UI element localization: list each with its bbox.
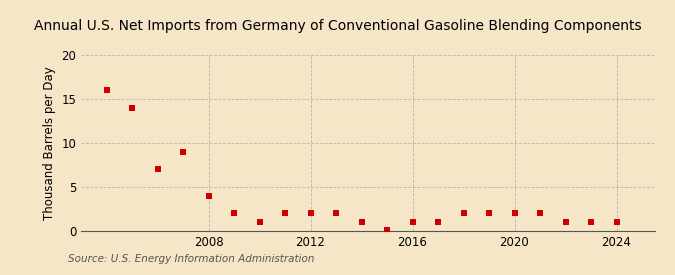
- Point: [407, 220, 418, 224]
- Point: [279, 211, 290, 216]
- Point: [101, 88, 112, 92]
- Point: [305, 211, 316, 216]
- Y-axis label: Thousand Barrels per Day: Thousand Barrels per Day: [43, 66, 56, 220]
- Point: [458, 211, 469, 216]
- Point: [483, 211, 494, 216]
- Point: [203, 194, 214, 198]
- Point: [331, 211, 342, 216]
- Point: [356, 220, 367, 224]
- Point: [433, 220, 443, 224]
- Point: [535, 211, 545, 216]
- Point: [586, 220, 597, 224]
- Text: Annual U.S. Net Imports from Germany of Conventional Gasoline Blending Component: Annual U.S. Net Imports from Germany of …: [34, 19, 641, 33]
- Point: [178, 150, 188, 154]
- Point: [127, 106, 138, 110]
- Point: [152, 167, 163, 172]
- Point: [611, 220, 622, 224]
- Point: [560, 220, 571, 224]
- Point: [509, 211, 520, 216]
- Point: [254, 220, 265, 224]
- Point: [381, 228, 392, 232]
- Text: Source: U.S. Energy Information Administration: Source: U.S. Energy Information Administ…: [68, 254, 314, 264]
- Point: [229, 211, 240, 216]
